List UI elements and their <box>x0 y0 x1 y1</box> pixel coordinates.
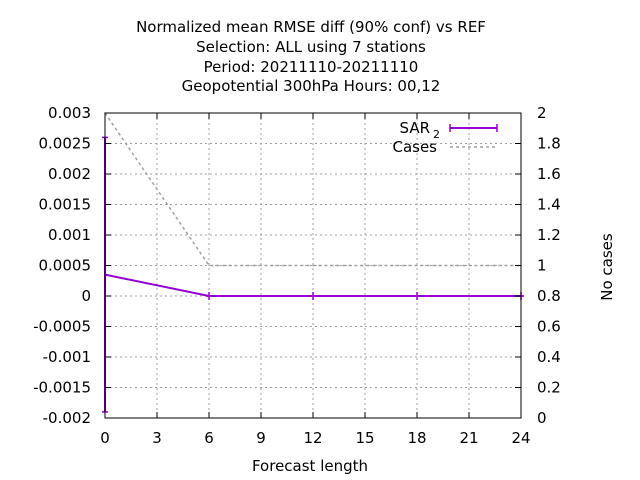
title-line-4: Geopotential 300hPa Hours: 00,12 <box>182 77 441 95</box>
x-axis-label: Forecast length <box>252 457 368 475</box>
cases-point <box>416 264 418 267</box>
legend-label-sar-name: SAR <box>400 119 430 137</box>
y-tick-label: 0.0005 <box>39 257 92 275</box>
y2-tick-label: 0 <box>537 409 547 427</box>
y2-tick-label: 2 <box>537 104 547 122</box>
y-tick-label: 0.0025 <box>39 135 92 153</box>
y-axis-ticks: 0.003 0.0025 0.002 0.0015 0.001 0.0005 0 -0.000… <box>33 104 111 427</box>
y-tick-label: 0 <box>81 287 91 305</box>
cases-point <box>312 264 314 267</box>
y2-tick-label: 0.2 <box>537 379 561 397</box>
title-line-2: Selection: ALL using 7 stations <box>196 38 426 56</box>
y2-tick-label: 1.4 <box>537 196 561 214</box>
legend-label-cases: Cases <box>392 138 437 156</box>
y2-tick-label: 0.6 <box>537 318 561 336</box>
title-line-1: Normalized mean RMSE diff (90% conf) vs … <box>136 18 486 36</box>
x-tick-label: 24 <box>511 429 530 447</box>
y-tick-label: 0.001 <box>48 226 91 244</box>
cases-series <box>104 112 522 267</box>
legend-entry-cases: Cases <box>392 138 497 156</box>
y-tick-label: -0.0005 <box>33 318 91 336</box>
y2-tick-label: 1.8 <box>537 135 561 153</box>
chart-title: Normalized mean RMSE diff (90% conf) vs … <box>136 18 486 95</box>
legend-label-sar: SAR 2 <box>400 119 440 141</box>
y-tick-label: 0.003 <box>48 104 91 122</box>
x-tick-label: 6 <box>204 429 214 447</box>
x-axis-ticks: 0 3 6 9 12 15 18 21 24 <box>100 113 531 447</box>
x-tick-label: 12 <box>303 429 322 447</box>
x-tick-label: 15 <box>355 429 374 447</box>
legend-entry-sar: SAR 2 <box>400 119 498 141</box>
x-tick-label: 3 <box>152 429 162 447</box>
x-tick-label: 9 <box>256 429 266 447</box>
x-tick-label: 21 <box>459 429 478 447</box>
y2-axis-label: No cases <box>598 233 616 301</box>
legend: SAR 2 Cases <box>392 119 498 156</box>
y2-tick-label: 1.6 <box>537 165 561 183</box>
y2-tick-label: 0.8 <box>537 287 561 305</box>
y-tick-label: -0.002 <box>43 409 91 427</box>
title-line-3: Period: 20211110-20211110 <box>204 58 419 76</box>
y-tick-label: -0.001 <box>43 348 91 366</box>
y2-tick-label: 1 <box>537 257 547 275</box>
y2-tick-label: 0.4 <box>537 348 561 366</box>
legend-label-sar-subscript: 2 <box>433 128 440 141</box>
y2-axis-ticks: 2 1.8 1.6 1.4 1.2 1 0.8 0.6 0.4 0.2 0 <box>515 104 561 427</box>
cases-point <box>208 264 210 267</box>
y2-tick-label: 1.2 <box>537 226 561 244</box>
x-tick-label: 18 <box>407 429 426 447</box>
y-tick-label: 0.0015 <box>39 196 92 214</box>
y-tick-label: 0.002 <box>48 165 91 183</box>
x-tick-label: 0 <box>100 429 110 447</box>
y-tick-label: -0.0015 <box>33 379 91 397</box>
